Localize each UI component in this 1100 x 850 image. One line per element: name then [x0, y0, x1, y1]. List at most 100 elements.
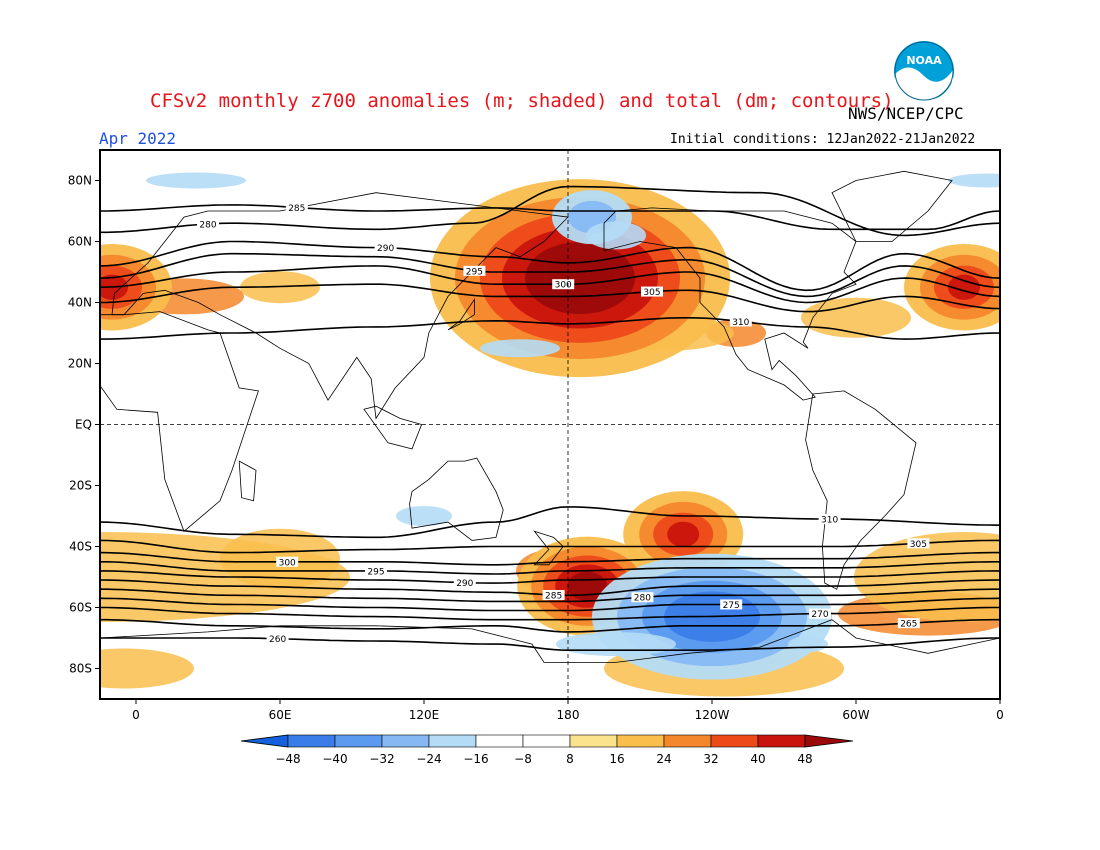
contour-path [100, 561, 1000, 575]
lat-tick-label: 40N [68, 296, 92, 310]
lat-tick-label: 20S [69, 479, 92, 493]
contour-path [100, 588, 1000, 603]
coastline [409, 457, 504, 541]
contour-label-bg [197, 218, 219, 229]
contour-label-bg [542, 590, 565, 601]
anomaly-blob [904, 244, 1000, 331]
contour-label-bg [266, 633, 289, 644]
contour-path [100, 551, 1000, 566]
contour-line: 290 [100, 240, 1000, 292]
lon-tick-label: 120E [409, 708, 440, 722]
contour-label: 265 [900, 620, 917, 630]
lon-tick-label: 60E [269, 708, 292, 722]
contour-label: 290 [377, 244, 394, 254]
contour-line: 310 [100, 506, 1000, 539]
coastline [805, 390, 917, 590]
anomaly-band [788, 636, 828, 653]
contour-path [100, 506, 1000, 539]
coastline [603, 207, 857, 401]
colorbar-segment [287, 734, 336, 748]
colorbar-segment [616, 734, 665, 748]
coastline [831, 170, 953, 242]
colorbar-label: 40 [750, 752, 765, 766]
logo-text: NOAA [906, 54, 942, 67]
contour-line: 275 [100, 597, 1000, 612]
contour-label: 290 [456, 579, 473, 589]
colorbar-segment [522, 734, 571, 748]
contour-path [100, 539, 1000, 554]
lat-tick-label: 60S [69, 601, 92, 615]
lon-tick-label: 0 [132, 708, 140, 722]
contour-label: 285 [545, 592, 562, 602]
contour-path [100, 637, 1000, 651]
anomaly-blob [430, 179, 730, 378]
contour-line: 285 [100, 202, 1000, 231]
contour-label: 280 [634, 594, 651, 604]
contour-label-bg [552, 279, 575, 290]
contour-line: 295 [100, 252, 1000, 298]
contour-label-bg [907, 538, 930, 549]
anomaly-band [667, 521, 700, 547]
contour-label: 295 [466, 267, 483, 277]
colorbar-label: 48 [797, 752, 812, 766]
contour-label-bg [809, 608, 831, 619]
contour-label-bg [631, 592, 654, 603]
contour-label: 285 [288, 204, 305, 214]
contour-path [100, 570, 1000, 584]
colorbar-label: 8 [566, 752, 574, 766]
colorbar: −48 −40 −32 −24 −16 −8 8 16 24 32 40 48 [240, 734, 854, 766]
lon-tick-label: 180 [557, 708, 580, 722]
anomaly-band [100, 648, 194, 689]
contour-label-bg [285, 202, 308, 213]
contour-path [100, 597, 1000, 612]
coastline [363, 405, 423, 450]
noaa-logo-icon: NOAA [894, 41, 954, 102]
map-title: CFSv2 monthly z700 anomalies (m; shaded)… [150, 90, 894, 112]
contour-line: 295 [100, 561, 1000, 577]
coastline [100, 311, 259, 532]
anomaly-band [586, 221, 646, 250]
lat-tick-label: EQ [75, 418, 92, 432]
contour-label-bg [729, 316, 752, 327]
lat-tick-label: 80S [69, 662, 92, 676]
contour-label-bg [641, 286, 663, 297]
colorbar-segment [663, 734, 712, 748]
contour-label: 260 [269, 635, 286, 645]
anomaly-band [480, 339, 560, 358]
contour-label: 280 [199, 220, 216, 230]
contour-label-bg [897, 618, 920, 629]
colorbar-arrow-left [240, 734, 289, 748]
contour-label-bg [463, 265, 486, 276]
contour-label: 300 [279, 558, 296, 568]
contour-line: 280 [100, 588, 1000, 604]
coastline [111, 192, 569, 420]
contour-label: 295 [367, 567, 384, 577]
colorbar-label: −8 [514, 752, 532, 766]
forecast-month: Apr 2022 [99, 129, 177, 148]
agency-label: NWS/NCEP/CPC [848, 104, 964, 123]
coastlines [100, 170, 1000, 699]
longitude-axis: 0 60E 120E 180 120W 60W 0 [132, 699, 1004, 722]
coastline [533, 530, 564, 566]
colorbar-label: 32 [703, 752, 718, 766]
lat-tick-label: 60N [68, 235, 92, 249]
contour-path [100, 618, 1000, 633]
contour-label-bg [374, 242, 397, 253]
colorbar-segment [381, 734, 430, 748]
lon-tick-label: 0 [996, 708, 1004, 722]
contour-line: 265 [100, 618, 1000, 633]
anomaly-band [556, 632, 676, 657]
contour-path [100, 185, 1000, 237]
contour-path [100, 240, 1000, 292]
colorbar-label: 24 [656, 752, 671, 766]
contour-label: 310 [732, 318, 749, 328]
anomaly-band [948, 173, 1000, 188]
colorbar-segment [334, 734, 383, 748]
colorbar-segment [757, 734, 806, 748]
colorbar-segment [569, 734, 618, 748]
contour-line: 305 [100, 538, 1000, 554]
anomaly-band [146, 172, 246, 189]
colorbar-arrow-right [804, 734, 854, 748]
colorbar-label: −24 [416, 752, 441, 766]
contour-label-bg [818, 514, 841, 525]
